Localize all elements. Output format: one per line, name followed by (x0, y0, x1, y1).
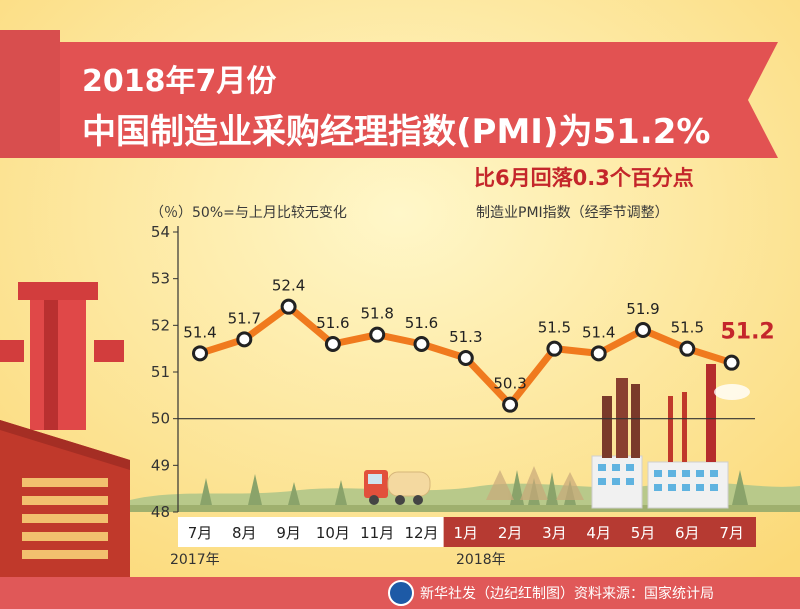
data-label: 51.7 (228, 309, 261, 327)
y-tick-label: 48 (151, 503, 170, 521)
unit-note: （％）50%=与上月比较无变化 (150, 205, 347, 221)
category-band-1 (443, 517, 756, 547)
x-tick-label: 5月 (631, 524, 656, 542)
title-line-1: 2018年7月份 (82, 64, 277, 99)
x-tick-label: 7月 (188, 524, 213, 542)
title-banner (60, 42, 778, 158)
data-label: 51.6 (316, 314, 349, 332)
x-tick-label: 11月 (360, 524, 394, 542)
data-label: 52.4 (272, 277, 305, 295)
data-label: 51.6 (405, 314, 438, 332)
y-tick-label: 50 (151, 410, 170, 428)
data-point (502, 396, 519, 413)
data-label: 50.3 (493, 375, 526, 393)
data-label: 51.9 (626, 300, 659, 318)
data-label: 51.8 (360, 305, 393, 323)
year-label-2018: 2018年 (456, 552, 506, 568)
x-tick-label: 9月 (276, 524, 301, 542)
data-point (280, 298, 297, 315)
data-point (457, 350, 474, 366)
y-tick-label: 54 (151, 223, 170, 241)
data-point (324, 336, 341, 352)
y-tick-label: 51 (151, 363, 170, 381)
data-label: 51.5 (538, 319, 571, 337)
data-label: 51.4 (582, 323, 615, 341)
x-tick-label: 10月 (316, 524, 350, 542)
category-band-0 (178, 517, 444, 547)
y-tick-label: 53 (151, 270, 170, 288)
footer-source: 新华社发（边纪红制图）资料来源：国家统计局 (420, 586, 714, 602)
data-point (635, 322, 651, 338)
data-point (192, 345, 208, 362)
data-label: 51.5 (671, 319, 704, 337)
data-label: 51.3 (449, 328, 482, 346)
x-tick-label: 7月 (719, 524, 744, 542)
subtitle: 比6月回落0.3个百分点 (474, 166, 694, 190)
data-point (723, 354, 740, 371)
data-point (369, 326, 386, 343)
banner-tail (0, 30, 60, 158)
x-tick-label: 6月 (675, 524, 700, 542)
factory-left-illustration (0, 282, 130, 577)
x-tick-label: 3月 (542, 524, 567, 542)
data-point (679, 340, 696, 357)
x-tick-label: 4月 (586, 524, 611, 542)
x-tick-label: 8月 (232, 524, 257, 542)
data-label-latest: 51.2 (720, 320, 774, 345)
data-label: 51.4 (183, 323, 216, 341)
data-point (590, 345, 607, 362)
data-point (413, 336, 430, 352)
y-tick-label: 49 (151, 456, 170, 474)
truck-illustration (364, 470, 431, 505)
year-label-2017: 2017年 (170, 552, 220, 568)
xinhua-logo-icon (388, 580, 414, 606)
title-line-2: 中国制造业采购经理指数(PMI)为51.2% (82, 112, 711, 152)
y-tick-label: 52 (151, 316, 170, 334)
x-tick-label: 2月 (498, 524, 523, 542)
data-point (236, 331, 253, 348)
x-tick-label: 12月 (404, 524, 438, 542)
x-tick-label: 1月 (454, 524, 479, 542)
series-note: 制造业PMI指数（经季节调整） (476, 205, 669, 221)
factory-right-illustration (591, 364, 750, 509)
data-point (546, 340, 563, 357)
